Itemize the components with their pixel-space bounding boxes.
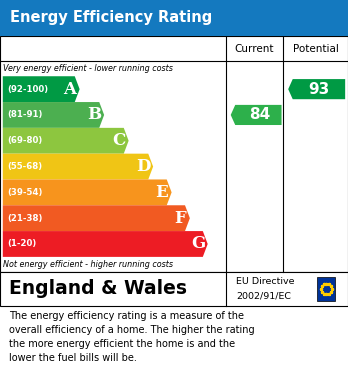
- Bar: [0, 36, 348, 272]
- Text: D: D: [136, 158, 151, 175]
- Text: (92-100): (92-100): [7, 84, 48, 94]
- Text: (21-38): (21-38): [7, 213, 42, 223]
- Text: The energy efficiency rating is a measure of the
overall efficiency of a home. T: The energy efficiency rating is a measur…: [9, 311, 254, 363]
- Bar: [317, 277, 335, 301]
- Text: Very energy efficient - lower running costs: Very energy efficient - lower running co…: [3, 64, 173, 74]
- Text: (55-68): (55-68): [7, 162, 42, 171]
- Text: Potential: Potential: [293, 44, 339, 54]
- Polygon shape: [3, 102, 104, 128]
- Text: E: E: [156, 184, 168, 201]
- Text: (39-54): (39-54): [7, 188, 42, 197]
- Polygon shape: [3, 179, 172, 205]
- Text: A: A: [63, 81, 76, 98]
- Text: 2002/91/EC: 2002/91/EC: [236, 291, 291, 301]
- Text: Not energy efficient - higher running costs: Not energy efficient - higher running co…: [3, 260, 174, 269]
- Text: B: B: [87, 106, 101, 124]
- Text: Energy Efficiency Rating: Energy Efficiency Rating: [10, 11, 213, 25]
- Text: F: F: [174, 210, 186, 227]
- Text: (1-20): (1-20): [7, 239, 36, 249]
- Bar: [0, 272, 348, 306]
- Text: England & Wales: England & Wales: [9, 280, 187, 298]
- Text: EU Directive: EU Directive: [236, 277, 294, 287]
- Polygon shape: [3, 128, 129, 154]
- Polygon shape: [3, 154, 153, 179]
- Text: (81-91): (81-91): [7, 110, 42, 120]
- Text: G: G: [191, 235, 205, 253]
- Polygon shape: [3, 205, 190, 231]
- Bar: [0, 0, 348, 36]
- Polygon shape: [288, 79, 345, 99]
- Text: (69-80): (69-80): [7, 136, 42, 145]
- Text: 93: 93: [308, 82, 330, 97]
- Text: C: C: [112, 132, 126, 149]
- Text: 84: 84: [249, 108, 270, 122]
- Text: Current: Current: [235, 44, 274, 54]
- Polygon shape: [3, 76, 80, 102]
- Polygon shape: [3, 231, 208, 257]
- Polygon shape: [231, 105, 282, 125]
